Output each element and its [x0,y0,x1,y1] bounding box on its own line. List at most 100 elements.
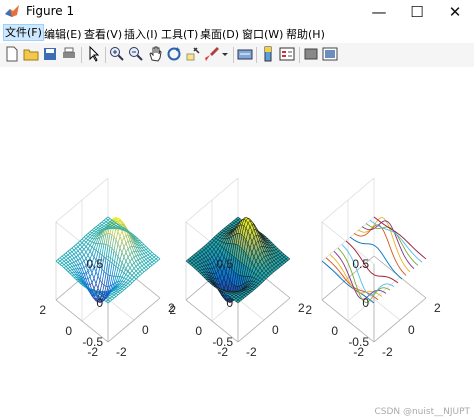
title-bar[interactable]: Figure 1 — ☐ ✕ [0,0,474,24]
mesh-line [113,286,117,289]
menu-insert[interactable]: 插入(I) [124,28,158,41]
mesh-line [131,233,135,236]
pointer-icon[interactable] [86,46,102,62]
menu-view[interactable]: 查看(V) [84,28,123,41]
mesh-line [83,260,87,266]
link-plot-icon[interactable] [237,46,253,62]
x-tick-label: -2 [246,345,257,359]
window-title: Figure 1 [26,4,75,18]
minimize-button[interactable]: — [371,2,387,21]
mesh-line [79,277,83,280]
mesh-line [127,248,131,255]
mesh-line [61,255,65,259]
mesh-line [97,226,101,229]
mesh-line [89,276,93,283]
save-icon[interactable] [42,46,58,62]
mesh-line [69,251,73,254]
colorbar-icon[interactable] [260,46,276,62]
mesh-line [109,288,113,292]
pan-icon[interactable] [147,46,163,62]
mesh-line [133,266,137,269]
hide-plot-tools-icon[interactable] [303,46,319,62]
mesh-line [81,246,85,250]
rotate-3d-icon[interactable] [166,46,182,62]
z-tick-label: 0 [96,296,103,310]
menu-file[interactable]: 文件(F) [3,24,44,41]
mesh-line [119,269,123,272]
mesh-line [59,255,63,259]
mesh-line [141,253,145,258]
close-button[interactable]: ✕ [448,2,462,21]
mesh-line [113,226,117,229]
mesh-line [61,264,65,267]
mesh-line [111,234,115,238]
axis-edge [237,297,291,343]
mesh-line [133,260,137,264]
mesh-line [65,266,69,269]
mesh-line [155,255,159,258]
mesh-line [129,234,133,239]
menu-window[interactable]: 窗口(W) [242,28,284,41]
mesh-line [125,229,129,232]
mesh-line [145,266,149,269]
mesh-line [125,285,129,287]
mesh-line [145,255,149,259]
new-figure-icon[interactable] [4,46,20,62]
legend-icon[interactable] [279,46,295,62]
zoom-out-icon[interactable] [128,46,144,62]
menu-tools[interactable]: 工具(T) [161,28,199,41]
mesh-line [137,273,141,276]
mesh-line [111,222,115,225]
mesh-line [115,225,119,228]
menu-desktop[interactable]: 桌面(D) [200,28,240,41]
mesh-line [77,248,81,252]
mesh-line [71,251,75,255]
mesh-line [71,255,75,259]
mesh-line [125,256,129,262]
mesh-line [77,240,81,244]
mesh-line [121,270,125,274]
mesh-line [121,228,125,231]
brush-icon[interactable] [204,46,220,62]
mesh-line [85,278,89,285]
mesh-line [141,257,145,261]
mesh-line [91,278,95,283]
mesh-line [65,262,69,266]
menu-help[interactable]: 帮助(H) [286,28,325,41]
mesh-line [115,222,119,225]
mesh-line [139,247,143,252]
mesh-line [79,268,83,274]
waterfall-line [337,247,391,303]
mesh-line [87,276,91,280]
x-tick-label: 0 [272,323,279,337]
brush-dropdown-icon[interactable] [220,46,230,62]
mesh-line [103,294,107,301]
print-icon[interactable] [61,46,77,62]
mesh-line [67,266,71,269]
mesh-line [105,245,109,259]
mesh-line [151,251,155,255]
mesh-line [103,244,107,257]
mesh-line [129,277,133,280]
data-cursor-icon[interactable] [185,46,201,62]
maximize-button[interactable]: ☐ [410,2,424,21]
mesh-line [125,274,129,277]
mesh-line [123,229,127,232]
mesh-line [93,243,97,249]
mesh-line [97,228,101,231]
mesh-line [107,233,111,246]
mesh-line [77,276,81,279]
mesh-line [91,242,95,248]
mesh-line [135,238,139,241]
mesh-line [135,255,139,261]
mesh-line [77,258,81,261]
zoom-in-icon[interactable] [109,46,125,62]
mesh-line [131,270,135,274]
mesh-line [101,294,105,301]
menu-edit[interactable]: 编辑(E) [44,28,82,41]
mesh-line [71,266,75,270]
mesh-line [143,266,147,269]
show-plot-tools-icon[interactable] [322,46,338,62]
open-icon[interactable] [23,46,39,62]
mesh-line [71,249,75,253]
